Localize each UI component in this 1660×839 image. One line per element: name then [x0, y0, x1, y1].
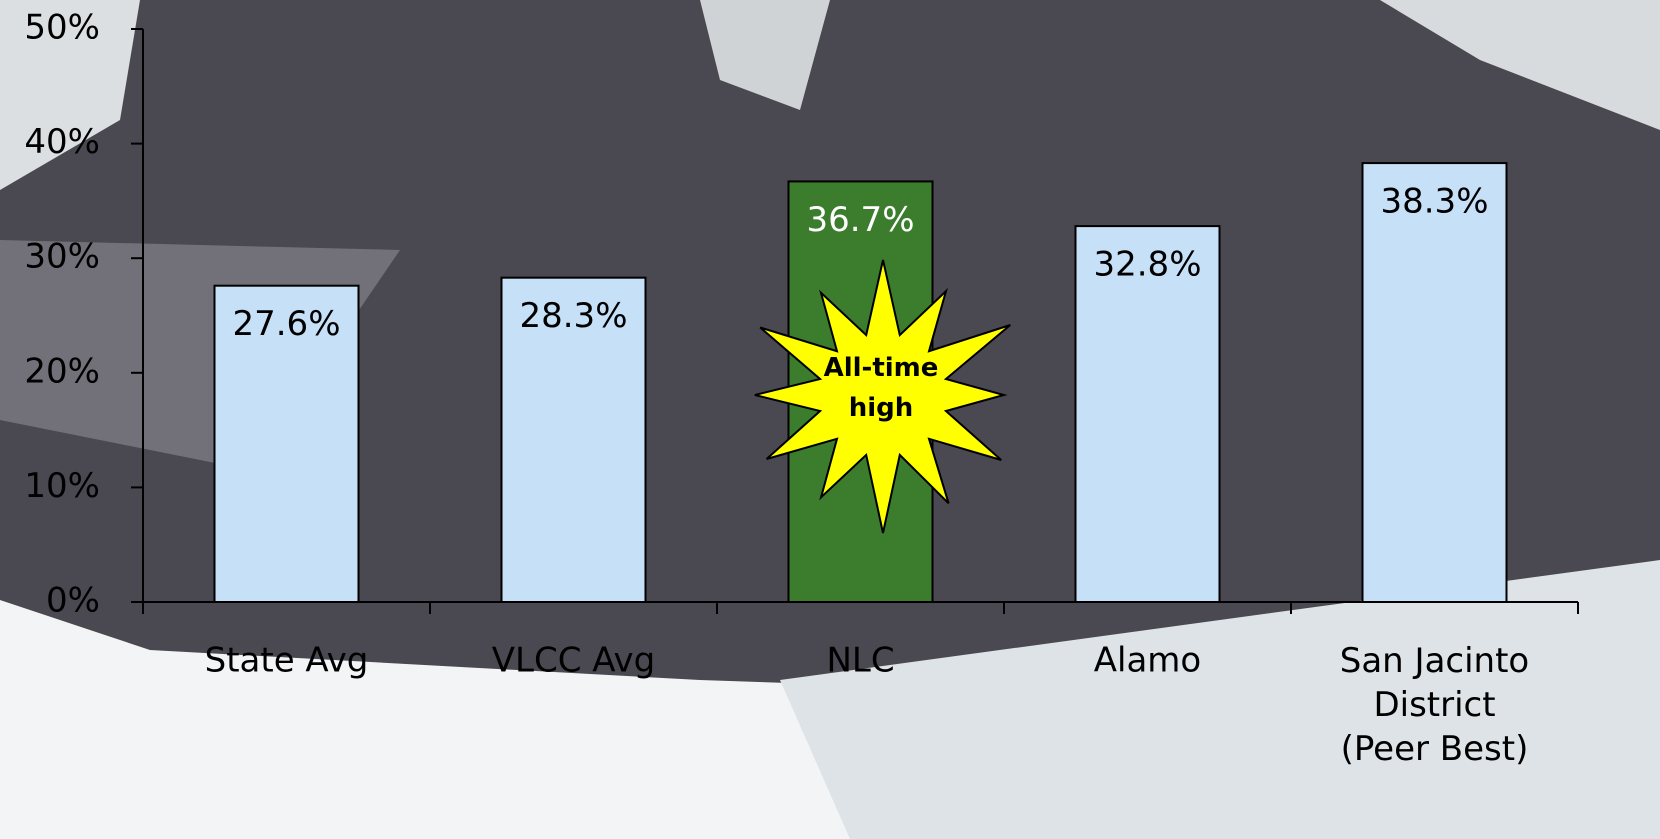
brush-stroke	[0, 0, 140, 190]
bar	[500, 276, 647, 603]
y-tick-label: 40%	[24, 122, 100, 162]
y-tick-label: 50%	[24, 8, 100, 48]
brush-stroke	[700, 0, 830, 110]
bar	[1074, 225, 1221, 603]
x-tick-label: San Jacinto District (Peer Best)	[1340, 641, 1529, 769]
brush-stroke	[1380, 0, 1660, 130]
annotation: All-time high	[824, 353, 939, 423]
bar	[1361, 162, 1508, 603]
starburst	[754, 259, 1011, 534]
y-tick-label: 20%	[24, 351, 100, 391]
value-label: 28.3%	[519, 296, 627, 336]
brush-stroke	[780, 560, 1660, 839]
value-label: 32.8%	[1093, 245, 1201, 285]
value-label: 38.3%	[1380, 182, 1488, 222]
y-tick-label: 30%	[24, 237, 100, 277]
x-tick-label: State Avg	[205, 641, 369, 681]
y-tick-label: 10%	[24, 466, 100, 506]
x-tick-label: Alamo	[1094, 641, 1201, 681]
y-tick-label: 0%	[46, 581, 100, 621]
value-label: 36.7%	[806, 200, 914, 240]
x-tick-label: VLCC Avg	[492, 641, 655, 681]
bar	[213, 284, 360, 603]
value-label: 27.6%	[232, 304, 340, 344]
x-tick-label: NLC	[826, 641, 894, 681]
